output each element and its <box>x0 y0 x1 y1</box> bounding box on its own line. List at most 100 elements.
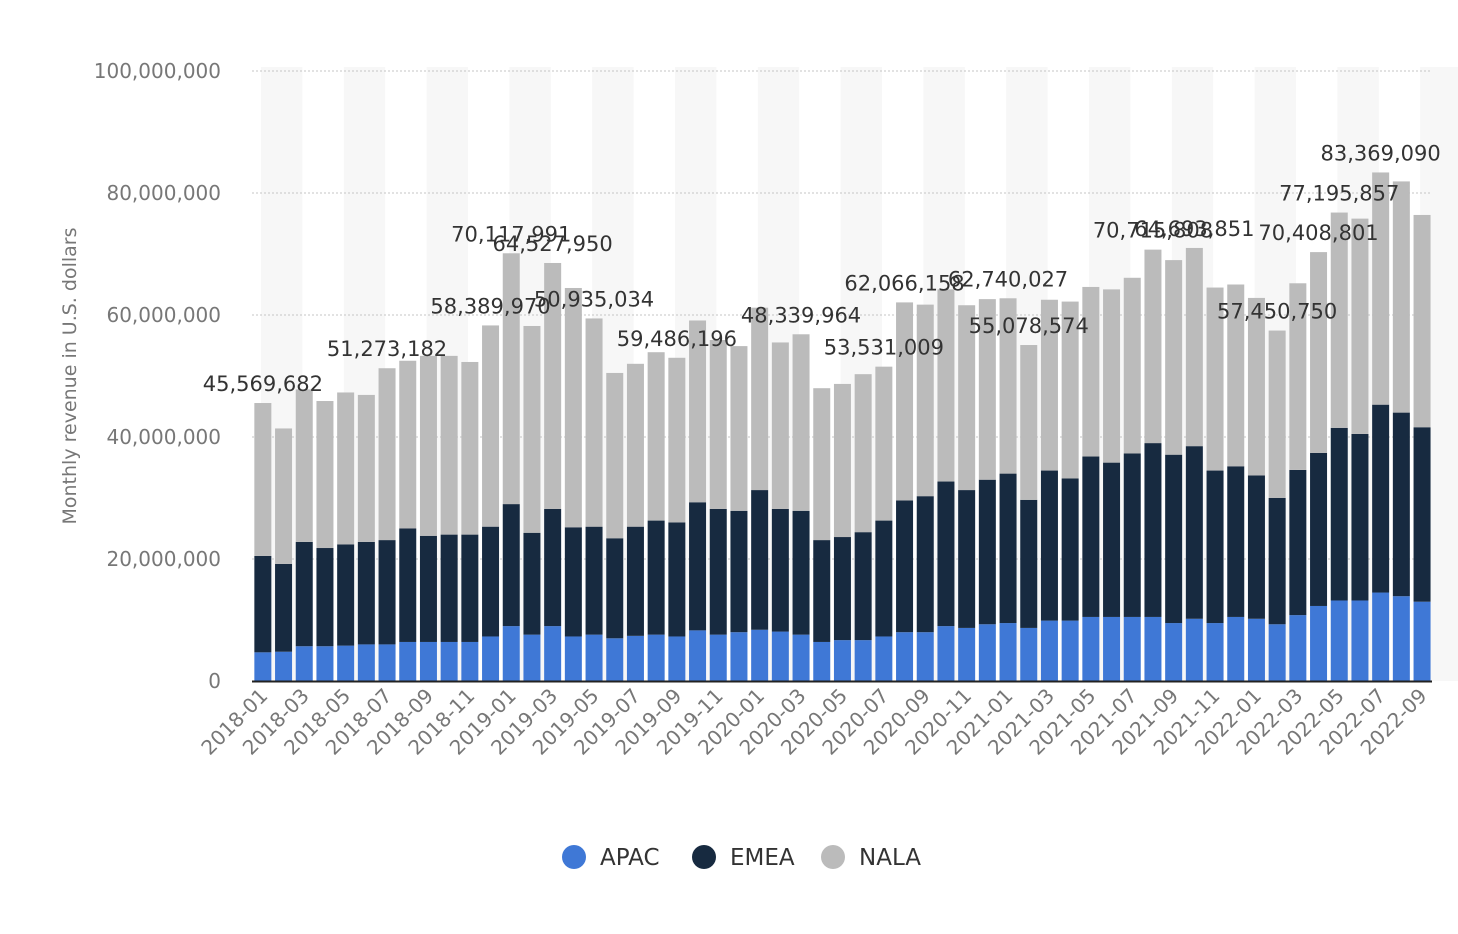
bar-emea <box>564 527 582 637</box>
bar-apac <box>1310 605 1328 681</box>
bar-emea <box>1268 498 1286 625</box>
y-tick-label: 40,000,000 <box>106 425 221 449</box>
bar-emea <box>1123 453 1141 617</box>
bar-apac <box>668 636 686 681</box>
bar-apac <box>1185 618 1203 681</box>
bar-apac <box>1082 616 1100 681</box>
bar-emea <box>357 541 375 645</box>
bar-apac <box>337 645 355 681</box>
bar-emea <box>1061 478 1079 621</box>
bar-nala <box>1351 218 1369 434</box>
bar-emea <box>502 504 520 627</box>
data-label: 50,935,034 <box>534 287 654 311</box>
bar-apac <box>1061 620 1079 681</box>
bar-nala <box>792 334 810 511</box>
bar-emea <box>585 526 603 635</box>
bar-apac <box>1330 600 1348 681</box>
bar-nala <box>751 307 769 491</box>
bar-emea <box>751 490 769 630</box>
bar-apac <box>1268 624 1286 681</box>
bar-apac <box>440 641 458 681</box>
bar-emea <box>1351 433 1369 601</box>
bar-emea <box>606 538 624 639</box>
bar-apac <box>606 638 624 681</box>
bar-emea <box>1185 446 1203 619</box>
data-label: 59,486,196 <box>617 327 737 351</box>
bar-apac <box>1227 616 1245 681</box>
bar-nala <box>275 428 293 564</box>
bar-emea <box>854 532 872 641</box>
bar-nala <box>709 340 727 509</box>
bar-nala <box>461 361 479 535</box>
bar-apac <box>1103 616 1121 681</box>
bar-emea <box>523 532 541 635</box>
bar-apac <box>916 632 934 681</box>
bar-emea <box>978 479 996 625</box>
bar-nala <box>254 403 272 556</box>
data-label: 45,569,682 <box>203 372 323 396</box>
bar-nala <box>564 287 582 528</box>
bar-nala <box>316 401 334 549</box>
bar-emea <box>1165 454 1183 624</box>
bar-emea <box>1247 475 1265 619</box>
bar-emea <box>626 526 644 636</box>
bar-emea <box>275 563 293 652</box>
bar-emea <box>1372 404 1390 593</box>
bar-apac <box>502 626 520 681</box>
bar-apac <box>461 641 479 681</box>
data-label: 64,527,950 <box>493 232 613 256</box>
bar-emea <box>833 537 851 641</box>
data-label: 58,389,970 <box>430 294 550 318</box>
bar-emea <box>1206 470 1224 624</box>
bar-nala <box>647 352 665 521</box>
legend-label-emea: EMEA <box>730 845 795 871</box>
data-label: 70,715,808 <box>1093 219 1213 243</box>
bar-emea <box>668 522 686 637</box>
bar-apac <box>937 626 955 681</box>
bar-apac <box>751 629 769 681</box>
bar-nala <box>1372 172 1390 405</box>
bar-nala <box>544 262 562 509</box>
bar-emea <box>1289 469 1307 616</box>
bar-apac <box>792 634 810 681</box>
bar-apac <box>1413 601 1431 681</box>
bar-apac <box>958 627 976 681</box>
data-label: 62,740,027 <box>948 267 1068 291</box>
bar-nala <box>771 342 789 509</box>
bar-nala <box>606 372 624 539</box>
bar-nala <box>1268 330 1286 498</box>
bar-emea <box>896 500 914 633</box>
bar-emea <box>1103 462 1121 617</box>
bar-nala <box>1061 301 1079 479</box>
bar-emea <box>771 508 789 632</box>
bar-emea <box>482 526 500 637</box>
bar-nala <box>1289 283 1307 470</box>
bar-apac <box>1206 623 1224 681</box>
bar-apac <box>709 634 727 681</box>
bar-apac <box>1123 616 1141 681</box>
bar-emea <box>792 510 810 635</box>
bar-nala <box>1227 284 1245 467</box>
data-label: 55,078,574 <box>969 314 1089 338</box>
y-axis-title: Monthly revenue in U.S. dollars <box>59 228 81 525</box>
bar-nala <box>1206 287 1224 471</box>
bar-emea <box>875 520 893 637</box>
legend-marker-nala <box>821 845 845 869</box>
bar-emea <box>730 510 748 633</box>
bar-nala <box>978 299 996 480</box>
bar-nala <box>295 389 313 542</box>
bar-nala <box>1123 277 1141 454</box>
bar-emea <box>647 520 665 635</box>
bar-nala <box>1413 214 1431 428</box>
bar-nala <box>337 392 355 545</box>
bar-apac <box>647 634 665 681</box>
bar-nala <box>1247 297 1265 476</box>
bar-apac <box>275 651 293 681</box>
bar-apac <box>585 634 603 681</box>
bar-apac <box>523 634 541 681</box>
bar-nala <box>730 346 748 511</box>
bar-nala <box>482 325 500 527</box>
bar-nala <box>357 394 375 542</box>
data-label: 77,195,857 <box>1279 182 1399 206</box>
